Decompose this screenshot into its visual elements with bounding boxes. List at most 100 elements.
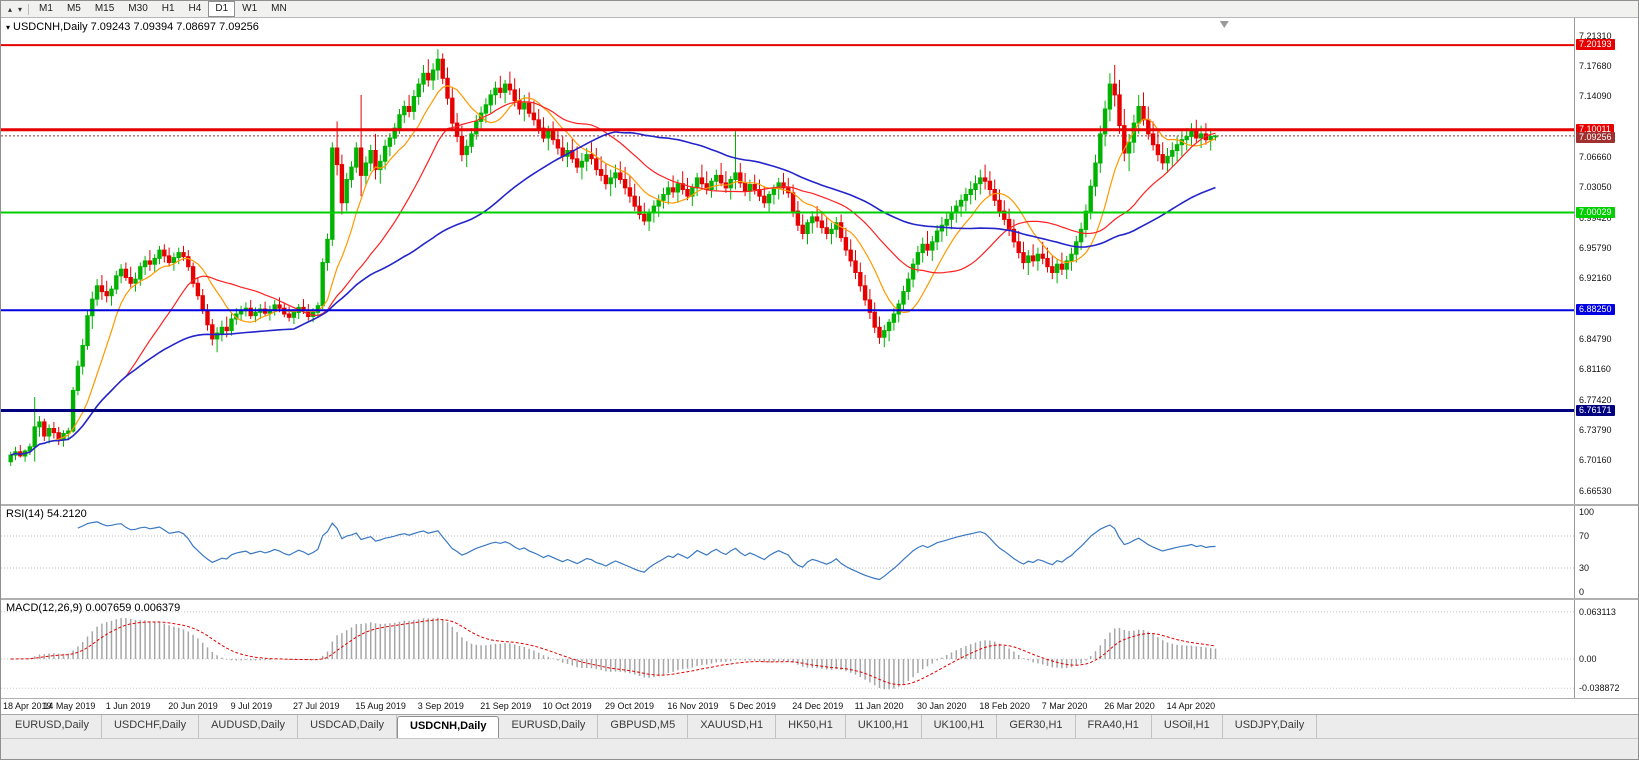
hline-price-box[interactable]: 6.88250	[1576, 304, 1615, 316]
tab-usdcad-daily[interactable]: USDCAD,Daily	[298, 715, 398, 738]
time-axis-label: 1 Jun 2019	[105, 701, 151, 711]
tab-hk50-h1[interactable]: HK50,H1	[776, 715, 846, 738]
tab-gbpusd-m5[interactable]: GBPUSD,M5	[598, 715, 689, 738]
rsi-line	[77, 521, 1216, 581]
chart-tabs-bar: EURUSD,Daily USDCHF,Daily AUDUSD,Daily USDC…	[1, 714, 1638, 738]
tab-usdjpy-daily[interactable]: USDJPY,Daily	[1223, 715, 1318, 738]
tab-usoil-h1[interactable]: USOil,H1	[1152, 715, 1223, 738]
macd-scale-label: 0.063113	[1579, 606, 1616, 617]
rsi-scale[interactable]: 100 70 30 0	[1574, 506, 1638, 598]
scroll-up-icon[interactable]: ▴	[8, 4, 13, 14]
timeframe-d1-button[interactable]: D1	[208, 1, 236, 17]
main-chart-panel: ▾ USDCNH,Daily 7.09243 7.09394 7.08697 7.…	[1, 18, 1638, 504]
time-axis-label: 18 Apr 2019	[3, 701, 52, 711]
price-scale-label: 7.03050	[1579, 182, 1612, 193]
price-scale-label: 7.21310	[1579, 30, 1612, 41]
time-axis-label: 3 Sep 2019	[417, 701, 464, 711]
hline-price-box[interactable]: 7.20193	[1576, 39, 1615, 51]
price-scale-label: 6.73790	[1579, 425, 1612, 436]
rsi-canvas[interactable]	[1, 506, 1574, 598]
tab-usdchf-daily[interactable]: USDCHF,Daily	[102, 715, 200, 738]
timeframe-m30-button[interactable]: M30	[128, 3, 148, 14]
timeframe-m5-button[interactable]: M5	[66, 3, 81, 14]
moving-average-25-line	[10, 101, 1216, 456]
rsi-scale-label: 30	[1579, 563, 1590, 573]
price-scale-label: 7.17680	[1579, 61, 1612, 71]
timeframe-h4-button[interactable]: H4	[188, 3, 202, 14]
timeframe-buttons: M1 M5 M15 M30 H1 H4 D1 W1 MN	[32, 1, 294, 17]
timeframe-m15-button[interactable]: M15	[94, 3, 115, 14]
moving-average-10-line	[10, 85, 1216, 456]
macd-scale-label: -0.038872	[1579, 683, 1620, 694]
time-axis-label: 26 Mar 2020	[1104, 701, 1155, 711]
rsi-scale-label: 100	[1579, 507, 1595, 517]
tab-eurusd-daily[interactable]: EURUSD,Daily	[499, 715, 599, 738]
time-axis-label: 5 Dec 2019	[729, 701, 776, 711]
current-price-box: 7.09256	[1576, 131, 1615, 143]
timeframe-w1-button[interactable]: W1	[242, 3, 258, 14]
macd-indicator-label: MACD(12,26,9) 0.007659 0.006379	[6, 602, 181, 614]
timeframe-mn-button[interactable]: MN	[271, 3, 287, 14]
tab-fra40-h1[interactable]: FRA40,H1	[1076, 715, 1152, 738]
toolbar-separator	[28, 3, 30, 15]
price-scale-label: 6.84790	[1579, 333, 1612, 344]
price-scale-label: 6.66530	[1579, 485, 1612, 496]
scroll-down-icon[interactable]: ▾	[18, 4, 23, 14]
price-scale[interactable]: 7.21310 7.17680 7.14090 7.06660 7.03050 6.994…	[1574, 18, 1638, 504]
macd-canvas[interactable]	[1, 600, 1574, 698]
macd-signal-line	[10, 619, 1216, 686]
timeframe-h1-button[interactable]: H1	[161, 3, 175, 14]
tab-eurusd-daily[interactable]: EURUSD,Daily	[3, 715, 102, 738]
hline-price-box[interactable]: 7.10011	[1576, 123, 1614, 135]
hline-price-box[interactable]: 6.76171	[1576, 404, 1615, 416]
macd-histogram	[14, 617, 1217, 690]
price-scale-label: 6.81160	[1579, 364, 1611, 375]
time-axis-label: 18 Feb 2020	[979, 701, 1030, 711]
shift-marker-icon[interactable]	[1219, 21, 1229, 28]
time-axis-label: 20 Jun 2019	[168, 701, 218, 711]
tab-uk100-h1[interactable]: UK100,H1	[922, 715, 998, 738]
rsi-indicator-label: RSI(14) 54.2120	[6, 508, 87, 520]
price-scale-label: 7.14090	[1579, 90, 1612, 101]
macd-scale[interactable]: 0.063113 0.00 -0.038872	[1574, 600, 1638, 698]
tab-uk100-h1[interactable]: UK100,H1	[846, 715, 922, 738]
chart-title: ▾ USDCNH,Daily 7.09243 7.09394 7.08697 7.…	[6, 21, 259, 33]
time-axis-label: 9 Jul 2019	[230, 701, 273, 711]
hline-price-box[interactable]: 7.00029	[1576, 206, 1615, 218]
time-axis-label: 11 Jan 2020	[854, 701, 904, 711]
price-scale-label: 6.77420	[1579, 395, 1612, 406]
price-scale-label: 7.06660	[1579, 152, 1612, 163]
time-axis-label: 15 Aug 2019	[355, 701, 406, 711]
price-scale-label: 6.92160	[1579, 272, 1612, 283]
chart-title-text: USDCNH,Daily 7.09243 7.09394 7.08697 7.0…	[13, 21, 259, 33]
time-axis-label: 30 Jan 2020	[917, 701, 967, 711]
time-axis[interactable]: 18 Apr 2019 14 May 2019 1 Jun 2019 20 Jun 2…	[1, 698, 1638, 714]
rsi-scale-label: 0	[1579, 587, 1585, 597]
time-axis-label: 24 Dec 2019	[792, 701, 844, 711]
timeframe-m1-button[interactable]: M1	[39, 3, 53, 14]
time-axis-label: 10 Oct 2019	[542, 701, 592, 711]
time-axis-label: 7 Mar 2020	[1041, 701, 1088, 711]
tab-xauusd-h1[interactable]: XAUUSD,H1	[688, 715, 777, 738]
time-axis-label: 27 Jul 2019	[293, 701, 340, 711]
rsi-panel: RSI(14) 54.2120 100 70 30 0	[1, 504, 1638, 598]
macd-panel: MACD(12,26,9) 0.007659 0.006379 0.063113…	[1, 598, 1638, 698]
time-axis-label: 14 Apr 2020	[1166, 701, 1216, 711]
tab-usdcnh-daily[interactable]: USDCNH,Daily	[397, 716, 500, 738]
candlestick-series	[8, 49, 1218, 466]
time-axis-label: 21 Sep 2019	[480, 701, 532, 711]
rsi-scale-label: 70	[1579, 531, 1590, 541]
tab-audusd-daily[interactable]: AUDUSD,Daily	[199, 715, 299, 738]
price-scale-label: 6.95790	[1579, 242, 1612, 253]
tab-ger30-h1[interactable]: GER30,H1	[997, 715, 1076, 738]
time-axis-label: 16 Nov 2019	[667, 701, 719, 711]
price-scale-label: 6.99420	[1579, 212, 1612, 223]
moving-average-60-line	[10, 131, 1216, 456]
symbol-dropdown-icon[interactable]: ▾	[6, 23, 11, 32]
time-axis-label: 29 Oct 2019	[605, 701, 655, 711]
price-scale-label: 6.70160	[1579, 455, 1612, 466]
timeframe-toolbar: ▴ ▾ M1 M5 M15 M30 H1 H4 D1 W1 MN	[1, 1, 1638, 18]
main-chart-canvas[interactable]	[1, 18, 1574, 504]
bottom-strip	[1, 738, 1638, 759]
